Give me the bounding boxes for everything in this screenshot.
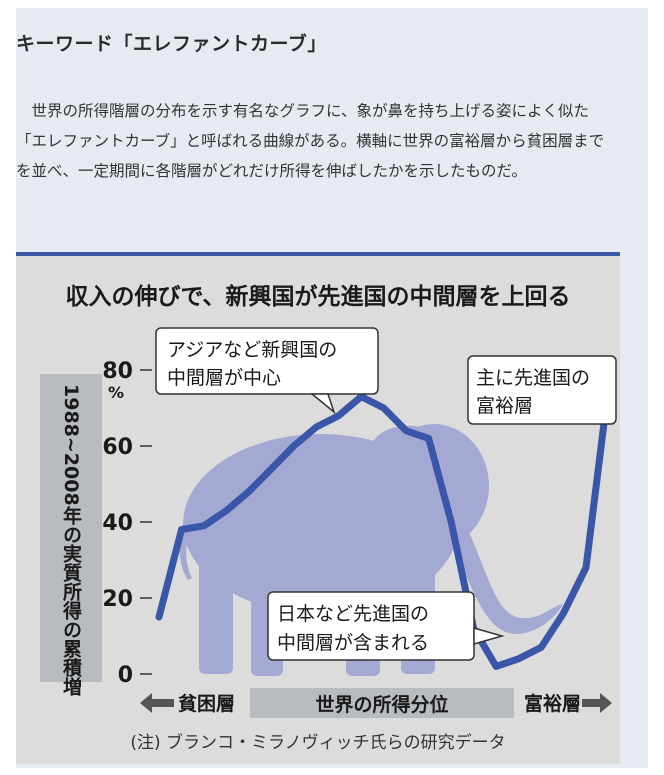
y-label-box <box>40 374 102 682</box>
article-heading: キーワード「エレファントカーブ」 <box>16 33 327 55</box>
annotation-rich-line1: 主に先進国の <box>476 367 590 389</box>
series-line <box>155 393 608 670</box>
x-label-box <box>250 688 514 718</box>
annotation-asia-line1: アジアなど新興国の <box>167 339 337 361</box>
y-tick-label: 40 <box>102 511 133 536</box>
y-axis: 0 20 40 60 80 <box>102 359 152 688</box>
annotation-asia-line2: 中間層が中心 <box>167 367 281 389</box>
source-note: (注) ブランコ・ミラノヴィッチ氏らの研究データ <box>130 732 505 753</box>
chart-title: 収入の伸びで、新興国が先進国の中間層を上回る <box>65 283 570 310</box>
elephant-curve-chart: 収入の伸びで、新興国が先進国の中間層を上回る 0 20 40 60 80 % 1988~… <box>40 283 617 753</box>
annotation-rich-line2: 富裕層 <box>476 395 533 417</box>
annotation-japan-line1: 日本など先進国の <box>277 603 429 625</box>
arrow-right-icon <box>582 693 612 713</box>
y-axis-unit: % <box>108 383 124 402</box>
x-axis-label: 世界の所得分位 <box>315 693 448 716</box>
x-left-label: 貧困層 <box>178 692 235 715</box>
y-tick-label: 0 <box>118 663 133 688</box>
y-tick-label: 20 <box>102 587 133 612</box>
annotation-japan: 日本など先進国の 中間層が含まれる <box>267 591 505 661</box>
x-right-label: 富裕層 <box>524 692 581 715</box>
y-tick-label: 60 <box>102 435 133 460</box>
y-axis-label: 1988~2008年の実質所得の累積増 <box>60 384 83 696</box>
y-tick-label: 80 <box>102 359 133 384</box>
annotation-rich: 主に先進国の 富裕層 <box>467 355 617 425</box>
article-body: 世界の所得階層の分布を示す有名なグラフに、象が鼻を持ち上げる姿によく似た「エレフ… <box>16 102 605 180</box>
arrow-left-icon <box>140 693 174 713</box>
annotation-asia: アジアなど新興国の 中間層が中心 <box>155 327 379 415</box>
annotation-japan-line2: 中間層が含まれる <box>277 632 429 654</box>
chart-figure: 収入の伸びで、新興国が先進国の中間層を上回る 0 20 40 60 80 % 1988~… <box>16 252 620 764</box>
